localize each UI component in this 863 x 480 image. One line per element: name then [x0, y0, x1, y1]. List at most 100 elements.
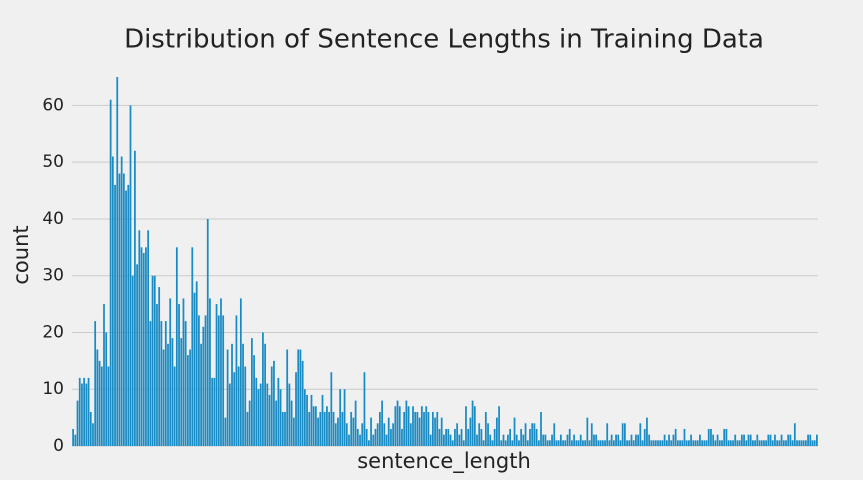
bar	[235, 315, 238, 446]
bar	[233, 372, 236, 446]
bar	[284, 411, 286, 446]
bar	[114, 184, 116, 446]
bar	[619, 440, 622, 446]
bar	[315, 406, 317, 446]
bar	[103, 304, 105, 446]
bar	[356, 428, 359, 446]
bar	[800, 440, 803, 446]
bar	[568, 428, 571, 446]
bar	[562, 440, 564, 446]
bar	[268, 394, 271, 446]
bar	[665, 440, 668, 446]
bar	[524, 423, 527, 446]
bar	[725, 428, 728, 446]
bar	[699, 434, 701, 446]
bar	[632, 440, 635, 446]
bar	[414, 411, 417, 446]
bar	[767, 434, 770, 446]
bar	[281, 411, 284, 446]
bar	[109, 99, 112, 446]
bar	[98, 360, 101, 446]
bar	[518, 440, 520, 446]
y-tick-label: 0	[53, 436, 64, 456]
bar	[427, 411, 430, 446]
bar	[533, 423, 536, 446]
bar	[531, 423, 534, 446]
bar	[471, 400, 474, 446]
bar	[392, 423, 395, 446]
bar	[601, 440, 604, 446]
bar	[83, 377, 86, 446]
bar	[198, 315, 200, 446]
bar	[118, 173, 121, 446]
bar	[670, 440, 673, 446]
bar	[763, 440, 765, 446]
y-tick-label: 50	[42, 152, 64, 172]
bar	[310, 394, 313, 446]
bar	[774, 434, 776, 446]
bar	[385, 434, 388, 446]
bar	[120, 156, 123, 446]
bar	[224, 417, 227, 446]
bar	[323, 411, 326, 446]
bar	[714, 440, 717, 446]
bar	[337, 417, 339, 446]
bar	[129, 105, 132, 446]
bar	[615, 434, 617, 446]
bar	[326, 406, 328, 446]
bar	[617, 434, 620, 446]
bar	[100, 366, 103, 446]
x-axis-label: sentence_length	[357, 449, 531, 474]
bar	[277, 377, 280, 446]
bar	[599, 440, 602, 446]
bar	[643, 428, 646, 446]
bar	[723, 428, 726, 446]
bar	[811, 440, 814, 446]
bar	[529, 428, 531, 446]
bar	[493, 428, 496, 446]
bar	[359, 434, 361, 446]
bar	[637, 434, 640, 446]
bar	[650, 440, 653, 446]
bar	[778, 440, 781, 446]
bar	[264, 343, 267, 446]
bar	[685, 440, 688, 446]
bar	[796, 440, 798, 446]
bar	[407, 406, 410, 446]
bar	[85, 383, 88, 446]
bar	[623, 423, 626, 446]
bar	[306, 394, 308, 446]
bar	[535, 428, 538, 446]
bar	[107, 366, 110, 446]
bar	[692, 440, 695, 446]
bar	[312, 406, 315, 446]
bar	[81, 383, 83, 446]
bar	[743, 434, 745, 446]
bar	[553, 423, 556, 446]
bar	[456, 423, 459, 446]
bar	[231, 343, 233, 446]
bar	[771, 440, 774, 446]
bar	[303, 389, 306, 446]
bar	[628, 440, 631, 446]
bar	[718, 440, 721, 446]
bar	[409, 423, 412, 446]
bar	[416, 411, 419, 446]
bar	[440, 417, 443, 446]
bar	[597, 440, 600, 446]
bar	[279, 389, 282, 446]
bar	[646, 417, 648, 446]
bar	[674, 428, 677, 446]
bar	[164, 321, 167, 446]
bar	[690, 434, 692, 446]
bar	[641, 440, 644, 446]
bar	[540, 411, 542, 446]
bar	[189, 349, 191, 446]
bar	[526, 440, 529, 446]
bar	[791, 440, 794, 446]
bar	[608, 440, 611, 446]
bar	[813, 440, 816, 446]
bar	[173, 366, 176, 446]
bar	[754, 440, 756, 446]
